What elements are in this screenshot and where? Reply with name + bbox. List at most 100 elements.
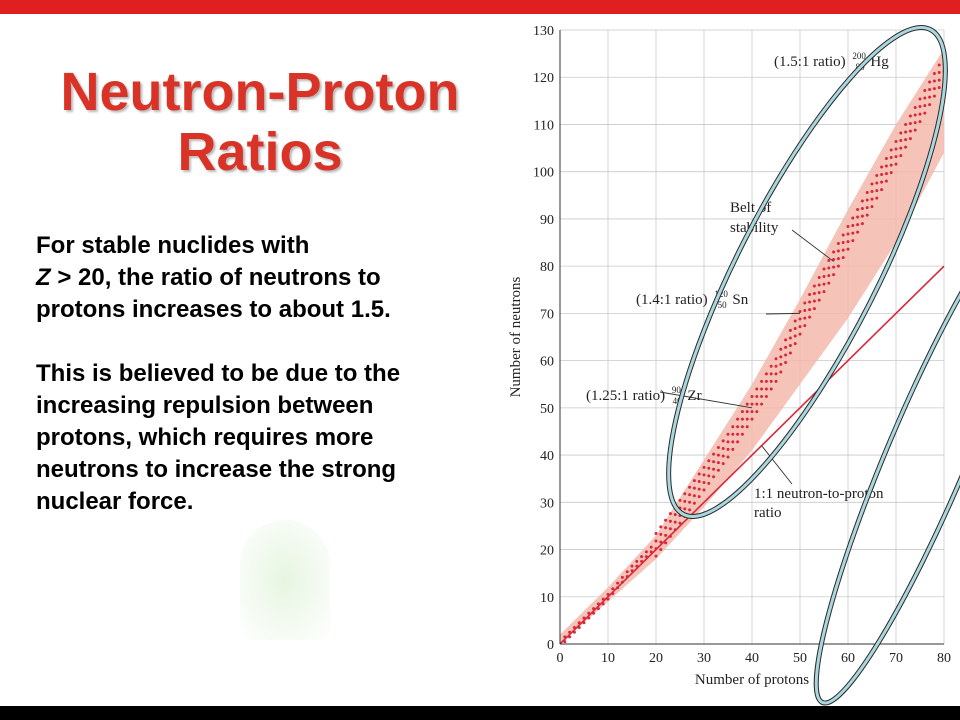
x-tick-label: 30: [697, 651, 711, 666]
stable-nuclide-point: [755, 395, 759, 399]
stable-nuclide-point: [851, 231, 855, 235]
stable-nuclide-point: [793, 319, 797, 323]
stable-nuclide-point: [769, 372, 773, 376]
stable-nuclide-point: [721, 462, 725, 466]
stable-nuclide-point: [736, 432, 740, 436]
stable-nuclide-point: [779, 355, 783, 359]
stable-nuclide-point: [740, 432, 744, 436]
title-line-1: Neutron-Proton: [60, 62, 460, 122]
stable-nuclide-point: [841, 233, 845, 237]
stable-nuclide-point: [923, 104, 927, 108]
stable-nuclide-point: [668, 519, 672, 523]
stable-nuclide-point: [760, 402, 764, 406]
stable-nuclide-point: [635, 559, 639, 563]
stable-nuclide-point: [812, 284, 816, 288]
stable-nuclide-point: [918, 120, 922, 124]
stable-nuclide-point: [860, 214, 864, 218]
x-tick-label: 60: [841, 651, 855, 666]
stable-nuclide-point: [836, 249, 840, 253]
stable-nuclide-point: [827, 258, 831, 262]
stable-nuclide-point: [889, 163, 893, 167]
paragraph-1: For stable nuclides with Z > 20, the rati…: [36, 230, 476, 326]
y-tick-label: 70: [540, 307, 554, 322]
stable-nuclide-point: [908, 114, 912, 118]
stable-nuclide-point: [788, 336, 792, 340]
top-accent-bar: [0, 0, 960, 14]
stable-nuclide-point: [716, 446, 720, 450]
chart-labels: Number of protons Number of neutrons: [508, 276, 809, 688]
stable-nuclide-point: [750, 395, 754, 399]
stable-nuclide-point: [736, 440, 740, 444]
annotation-sn: (1.4:1 ratio) 120 50 Sn: [636, 285, 749, 312]
stable-nuclide-point: [932, 94, 936, 98]
stable-nuclide-point: [870, 197, 874, 201]
stable-nuclide-point: [832, 265, 836, 269]
stable-nuclide-point: [923, 111, 927, 115]
stable-nuclide-point: [688, 493, 692, 497]
stable-nuclide-point: [851, 216, 855, 220]
stable-nuclide-point: [822, 282, 826, 286]
stable-nuclide-point: [769, 387, 773, 391]
stable-nuclide-point: [865, 198, 869, 202]
stable-nuclide-point: [812, 292, 816, 296]
stable-nuclide-point: [668, 527, 672, 531]
x-tick-label: 70: [889, 651, 903, 666]
annotation-sn-ratio: (1.4:1 ratio): [636, 292, 708, 308]
stable-nuclide-point: [736, 417, 740, 421]
stable-nuclide-point: [884, 156, 888, 160]
para1-start: For stable nuclides with: [36, 232, 310, 259]
stable-nuclide-points: [563, 54, 946, 644]
stable-nuclide-point: [894, 147, 898, 151]
stable-nuclide-point: [688, 485, 692, 489]
stable-nuclide-point: [654, 554, 658, 558]
stable-nuclide-point: [913, 121, 917, 125]
stable-nuclide-point: [875, 189, 879, 193]
stable-nuclide-point: [884, 164, 888, 168]
stable-nuclide-point: [827, 274, 831, 278]
stable-nuclide-point: [841, 248, 845, 252]
stable-nuclide-point: [774, 372, 778, 376]
stable-nuclide-point: [692, 479, 696, 483]
stable-nuclide-point: [884, 172, 888, 176]
stable-nuclide-point: [875, 173, 879, 177]
annotation-sn-symbol: Sn: [732, 292, 748, 308]
stable-nuclide-point: [726, 440, 730, 444]
y-tick-label: 80: [540, 260, 554, 275]
stable-nuclide-point: [870, 190, 874, 194]
stable-nuclide-point: [668, 512, 672, 516]
stable-nuclide-point: [664, 526, 668, 530]
stable-nuclide-point: [860, 207, 864, 211]
stable-nuclide-point: [827, 281, 831, 285]
stable-nuclide-point: [904, 138, 908, 142]
stable-nuclide-point: [683, 499, 687, 503]
stable-nuclide-point: [654, 531, 658, 535]
stable-nuclide-point: [928, 95, 932, 99]
stable-nuclide-point: [659, 540, 663, 544]
stable-nuclide-point: [745, 417, 749, 421]
stable-nuclide-point: [836, 257, 840, 261]
annotation-hg-symbol: Hg: [870, 54, 889, 70]
stable-nuclide-point: [817, 291, 821, 295]
annotation-zr: (1.25:1 ratio) 90 40 Zr: [586, 381, 702, 408]
highlight-ellipse-outline: [666, 25, 948, 519]
stable-nuclide-point: [832, 273, 836, 277]
chart-grid: [559, 29, 945, 645]
stable-nuclide-point: [889, 148, 893, 152]
y-tick-label: 20: [540, 544, 554, 559]
stable-nuclide-point: [630, 564, 634, 568]
x-tick-label: 50: [793, 651, 807, 666]
slide-title: Neutron-Proton Ratios: [0, 62, 520, 182]
highlight-ellipse-large: [667, 26, 947, 518]
stable-nuclide-point: [784, 338, 788, 342]
stable-nuclide-point: [620, 575, 624, 579]
stable-nuclide-point: [923, 88, 927, 92]
line-label-line-2: ratio: [754, 505, 782, 521]
para1-rest: > 20, the ratio of neutrons to protons i…: [36, 264, 391, 323]
stable-nuclide-point: [904, 145, 908, 149]
y-tick-label: 110: [534, 118, 554, 133]
stable-nuclide-point: [788, 328, 792, 332]
stable-nuclide-point: [836, 241, 840, 245]
stable-nuclide-point: [707, 459, 711, 463]
stable-nuclide-point: [884, 179, 888, 183]
stable-nuclide-point: [932, 79, 936, 83]
